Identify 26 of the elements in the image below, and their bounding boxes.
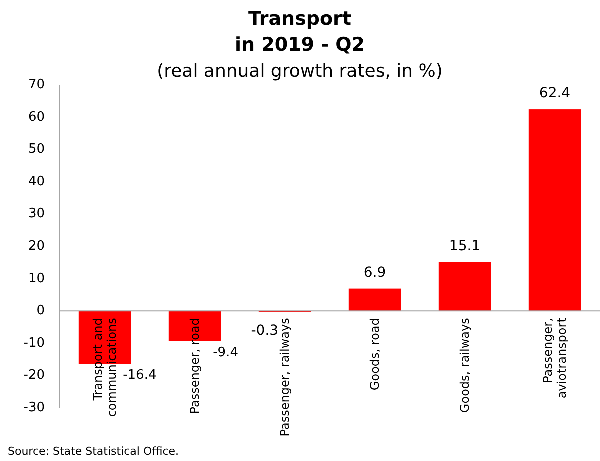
y-tick-label: 0: [36, 304, 45, 319]
y-tick-label: 20: [28, 239, 45, 254]
chart-title: Transport in 2019 - Q2: [234, 8, 366, 56]
x-tick-label: Passenger, railways: [278, 318, 292, 437]
y-tick-label: 40: [28, 174, 45, 190]
x-tick-label: Goods, road: [368, 318, 382, 391]
data-label: 6.9: [364, 264, 386, 281]
y-tick-label: 70: [28, 78, 45, 92]
data-label: -0.3: [251, 323, 279, 340]
y-tick-label: -20: [24, 368, 45, 384]
y-tick-label: 10: [28, 271, 45, 286]
y-tick-label: 30: [28, 206, 45, 222]
source-note: Source: State Statistical Office.: [8, 445, 180, 458]
x-tick-label: Passenger, aviotransport: [541, 318, 569, 399]
data-label: 62.4: [539, 86, 571, 102]
y-tick-label: 50: [28, 142, 45, 158]
data-label: -9.4: [213, 345, 238, 360]
x-tick-label: Goods, railways: [458, 318, 472, 414]
y-tick-label: -10: [24, 336, 45, 351]
y-tick-label: -30: [24, 400, 45, 416]
x-tick-label: Transport and communications: [91, 318, 119, 418]
x-tick-label: Passenger, road: [188, 318, 202, 414]
data-label: 15.1: [449, 238, 481, 254]
data-label: -16.4: [123, 368, 157, 384]
chart-subtitle: (real annual growth rates, in %): [157, 61, 443, 82]
y-tick-label: 60: [28, 110, 45, 125]
